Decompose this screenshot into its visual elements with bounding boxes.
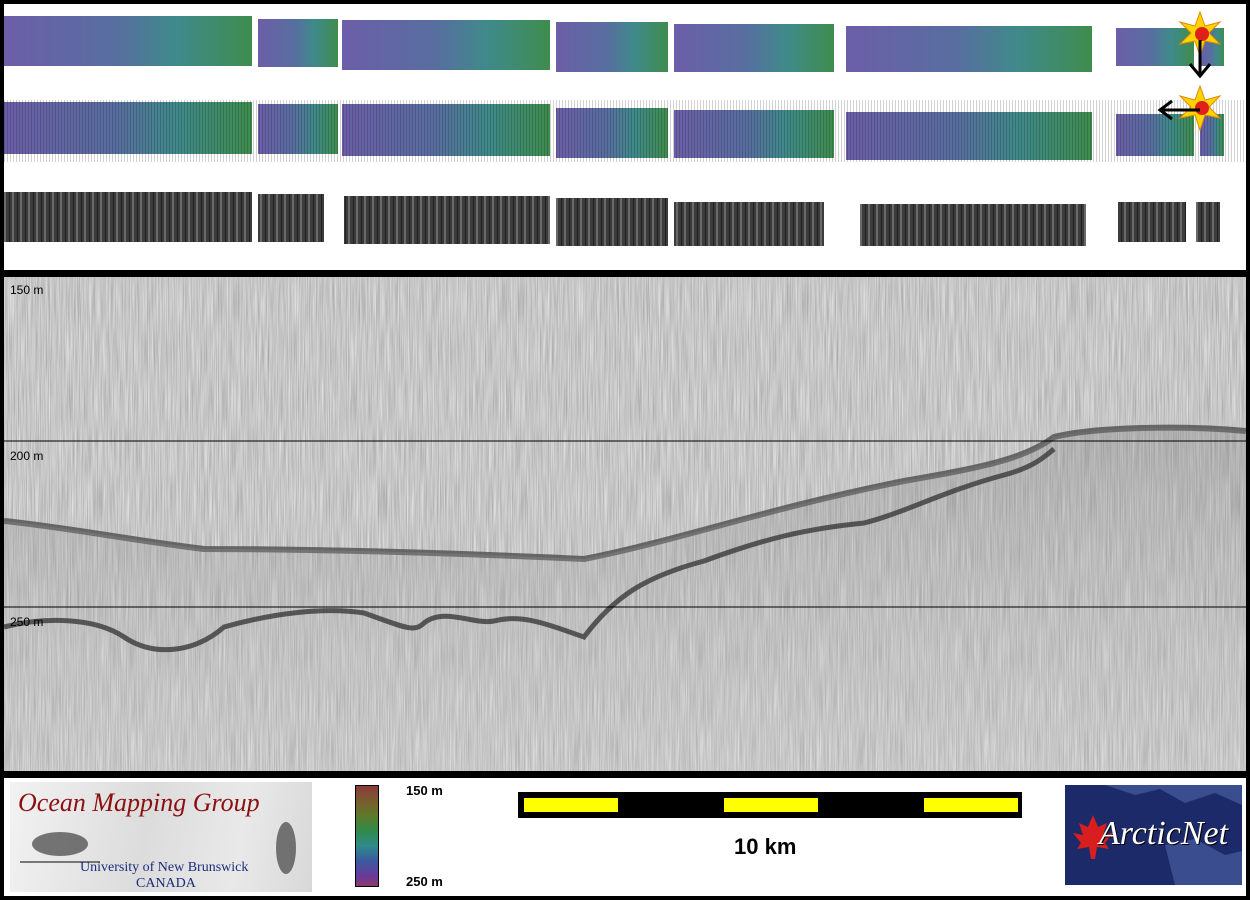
subbottom-reflector [4, 447, 1056, 653]
omg-logo-country: CANADA [136, 876, 196, 891]
maple-leaf-icon [1073, 815, 1113, 859]
bathymetry-row [4, 16, 1224, 72]
omg-logo-title: Ocean Mapping Group [18, 788, 260, 817]
ocean-mapping-group-logo: Ocean Mapping Group University of New Br… [10, 782, 312, 892]
swath-panel [4, 4, 1246, 270]
scale-bar [518, 792, 1022, 818]
colorbar-bottom-label: 250 m [406, 874, 443, 889]
arcticnet-logo-text: ArcticNet [1099, 815, 1229, 852]
depth-label-150: 150 m [10, 283, 44, 297]
arrow-left-icon [1157, 99, 1200, 121]
scale-bar-label: 10 km [734, 834, 797, 859]
depth-label-200: 200 m [10, 449, 44, 463]
subbottom-profile: 150 m 200 m 250 m [4, 277, 1246, 771]
legend-footer: Ocean Mapping Group University of New Br… [4, 778, 1246, 896]
colorbar-top-label: 150 m [406, 783, 443, 798]
vessel-sketch [20, 822, 296, 874]
arcticnet-logo: ArcticNet [1065, 785, 1242, 885]
omg-logo-university: University of New Brunswick [80, 860, 249, 875]
depth-colorbar [355, 785, 379, 887]
swath-graphic [4, 10, 1246, 246]
profile-graphic [4, 277, 1246, 771]
depth-label-250: 250 m [10, 615, 44, 629]
arctic-map-backdrop [1073, 785, 1242, 885]
arrow-down-icon [1188, 40, 1212, 79]
backscatter-row [4, 192, 1220, 246]
bathymetry-striped-row [4, 100, 1246, 162]
